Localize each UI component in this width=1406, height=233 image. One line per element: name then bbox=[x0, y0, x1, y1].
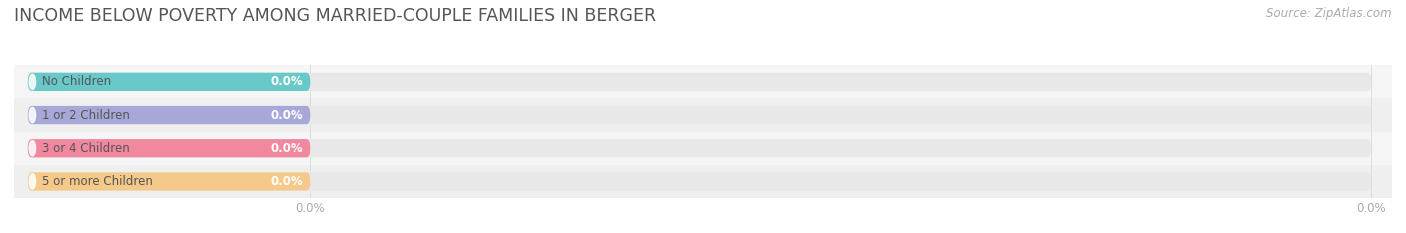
Text: 0.0%: 0.0% bbox=[271, 109, 304, 122]
Text: INCOME BELOW POVERTY AMONG MARRIED-COUPLE FAMILIES IN BERGER: INCOME BELOW POVERTY AMONG MARRIED-COUPL… bbox=[14, 7, 657, 25]
Text: 0.0%: 0.0% bbox=[271, 142, 304, 155]
Circle shape bbox=[30, 140, 35, 156]
FancyBboxPatch shape bbox=[28, 139, 311, 157]
Circle shape bbox=[30, 74, 35, 89]
Text: 1 or 2 Children: 1 or 2 Children bbox=[42, 109, 131, 122]
FancyBboxPatch shape bbox=[14, 65, 1392, 98]
Circle shape bbox=[30, 174, 35, 189]
Text: 5 or more Children: 5 or more Children bbox=[42, 175, 153, 188]
Text: Source: ZipAtlas.com: Source: ZipAtlas.com bbox=[1267, 7, 1392, 20]
FancyBboxPatch shape bbox=[28, 139, 1371, 157]
FancyBboxPatch shape bbox=[14, 98, 1392, 132]
FancyBboxPatch shape bbox=[28, 73, 311, 91]
FancyBboxPatch shape bbox=[28, 73, 1371, 91]
Text: No Children: No Children bbox=[42, 75, 111, 88]
FancyBboxPatch shape bbox=[28, 106, 311, 124]
Text: 0.0%: 0.0% bbox=[271, 175, 304, 188]
FancyBboxPatch shape bbox=[28, 172, 311, 191]
FancyBboxPatch shape bbox=[28, 106, 1371, 124]
Text: 3 or 4 Children: 3 or 4 Children bbox=[42, 142, 131, 155]
FancyBboxPatch shape bbox=[28, 172, 1371, 191]
Circle shape bbox=[30, 107, 35, 123]
Text: 0.0%: 0.0% bbox=[271, 75, 304, 88]
FancyBboxPatch shape bbox=[14, 132, 1392, 165]
FancyBboxPatch shape bbox=[14, 165, 1392, 198]
